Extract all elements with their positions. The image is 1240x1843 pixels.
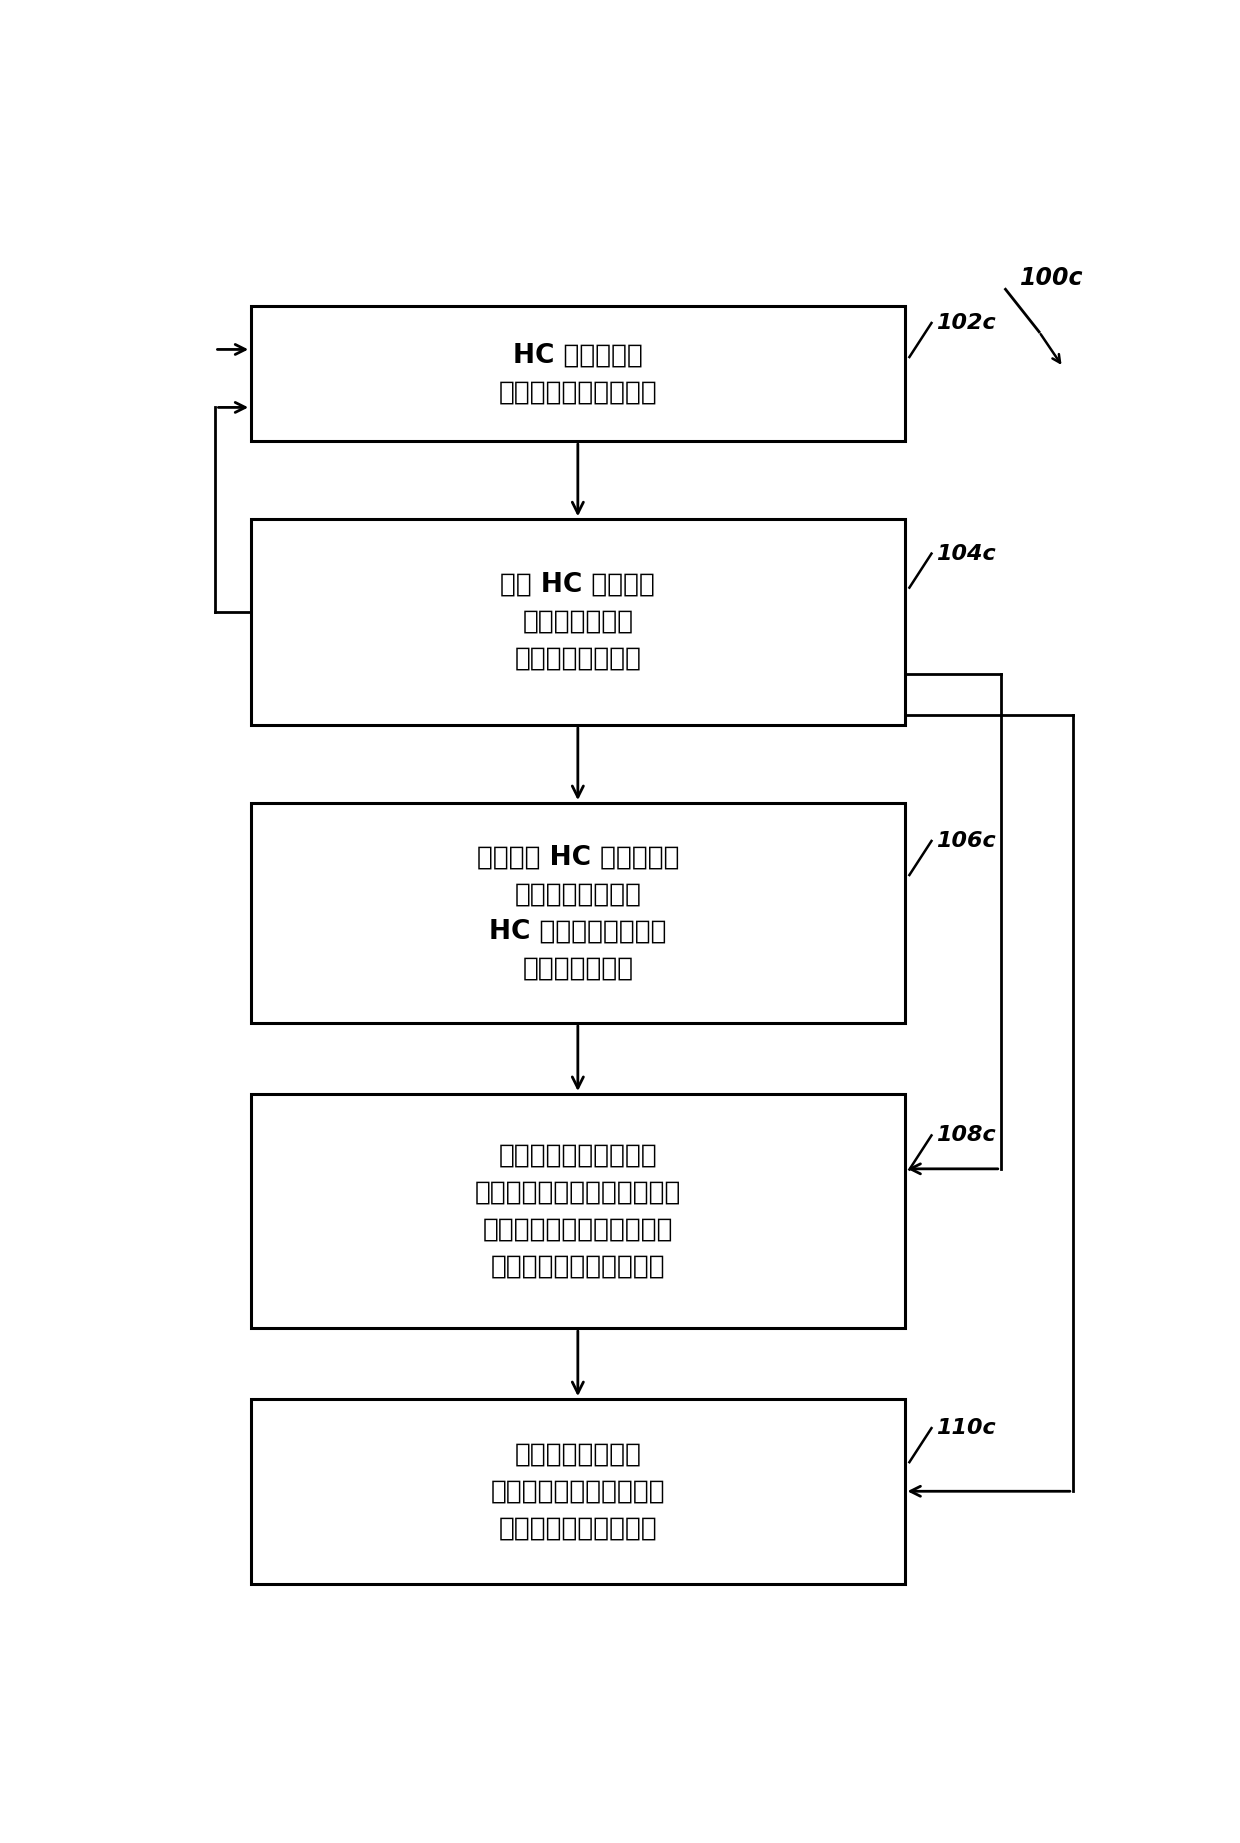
Bar <box>250 306 905 440</box>
Text: 检查 HC 是否已经
到达子域边界、
圈闭边界或溢出点: 检查 HC 是否已经 到达子域边界、 圈闭边界或溢出点 <box>501 571 655 673</box>
Text: 104c: 104c <box>936 544 996 564</box>
Text: 110c: 110c <box>936 1417 996 1438</box>
Text: 如果到达溢出点，
则退出并开始侵入过程，
否则更新油位势并退出: 如果到达溢出点， 则退出并开始侵入过程， 否则更新油位势并退出 <box>491 1441 665 1541</box>
Bar <box>250 1095 905 1329</box>
Bar <box>250 804 905 1023</box>
Text: 如果到达 HC 子域边界，
则向相邻子域发送
HC 体积、最小位势值
以及索引和列表: 如果到达 HC 子域边界， 则向相邻子域发送 HC 体积、最小位势值 以及索引和… <box>476 844 680 982</box>
Text: 100c: 100c <box>1019 265 1084 289</box>
Text: 如果圈闭正在共享成藏
边界，则多个圈闭必须合并。
如果圈闭在不同的子域上，
则将发生圈闭信息的传送: 如果圈闭正在共享成藏 边界，则多个圈闭必须合并。 如果圈闭在不同的子域上， 则将… <box>475 1143 681 1279</box>
Bar <box>250 520 905 724</box>
Bar <box>250 1399 905 1583</box>
Text: HC 经历回填，
直到系统处于平衡状态: HC 经历回填， 直到系统处于平衡状态 <box>498 343 657 405</box>
Text: 108c: 108c <box>936 1126 996 1145</box>
Text: 102c: 102c <box>936 313 996 334</box>
Text: 106c: 106c <box>936 831 996 851</box>
